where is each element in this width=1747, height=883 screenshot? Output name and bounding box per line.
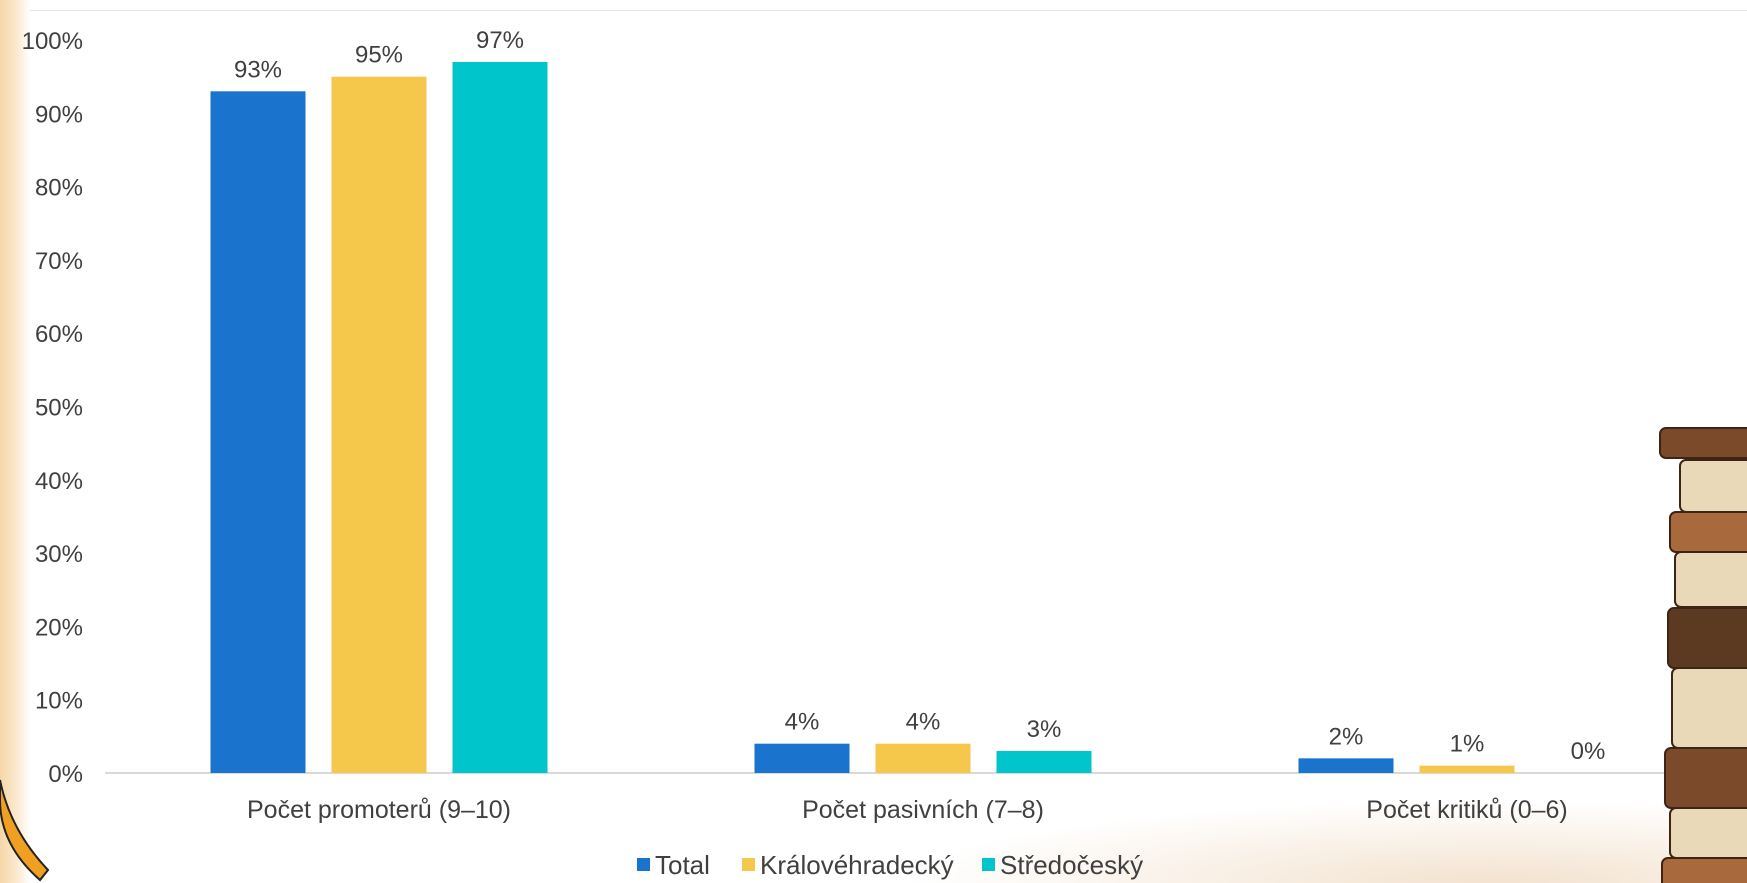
data-label: 1% — [1450, 731, 1485, 758]
data-label: 93% — [234, 56, 282, 83]
y-tick-label: 60% — [35, 321, 83, 348]
book-stack-image — [1674, 551, 1747, 608]
bar — [1298, 758, 1394, 773]
y-tick-label: 100% — [22, 28, 83, 55]
book-stack-image — [1679, 459, 1747, 513]
book-stack-image — [1669, 511, 1747, 553]
data-label: 95% — [355, 42, 403, 69]
data-label: 2% — [1329, 723, 1364, 750]
x-axis: Počet promoterů (9–10) Počet pasivních (7… — [247, 796, 1568, 824]
legend-label: Královéhradecký — [760, 850, 954, 880]
data-label: 4% — [906, 709, 941, 736]
bar — [452, 61, 548, 774]
book-stack-image — [1667, 607, 1747, 669]
bar — [210, 91, 306, 773]
y-tick-label: 80% — [35, 175, 83, 202]
decor-group — [0, 427, 1747, 883]
legend-swatch — [982, 858, 995, 871]
bars-group — [210, 61, 1515, 774]
top-divider — [30, 10, 1747, 11]
x-category-label: Počet promoterů (9–10) — [247, 796, 511, 824]
legend-label: Středočeský — [1000, 850, 1143, 880]
x-category-label: Počet pasivních (7–8) — [802, 796, 1044, 824]
y-tick-label: 40% — [35, 468, 83, 495]
book-stack-image — [1661, 857, 1747, 883]
legend: Total Královéhradecký Středočeský — [637, 850, 1143, 880]
y-tick-label: 20% — [35, 614, 83, 641]
legend-swatch — [637, 858, 650, 871]
book-stack-image — [1669, 807, 1747, 859]
data-label: 97% — [476, 27, 524, 54]
data-label: 4% — [785, 709, 820, 736]
data-label: 3% — [1027, 716, 1062, 743]
bar — [996, 751, 1092, 773]
y-tick-label: 0% — [48, 761, 83, 788]
bar — [331, 76, 427, 773]
legend-label: Total — [655, 850, 710, 880]
y-tick-label: 10% — [35, 688, 83, 715]
data-label: 0% — [1571, 738, 1606, 765]
book-stack-image — [1671, 667, 1747, 749]
background-glow — [900, 800, 1747, 883]
data-labels-group: 93% 95% 97% 4% 4% 3% 2% 1% 0% — [234, 27, 1605, 765]
book-stack-image — [1659, 427, 1747, 459]
y-tick-label: 90% — [35, 101, 83, 128]
y-tick-label: 70% — [35, 248, 83, 275]
x-category-label: Počet kritiků (0–6) — [1366, 796, 1567, 824]
bar — [754, 743, 850, 773]
legend-swatch — [742, 858, 755, 871]
decorative-arc — [0, 779, 50, 882]
bar — [1419, 765, 1515, 773]
y-tick-label: 50% — [35, 395, 83, 422]
bar — [875, 743, 971, 773]
y-tick-label: 30% — [35, 541, 83, 568]
y-axis: 0% 10% 20% 30% 40% 50% 60% 70% 80% 90% 100% — [22, 28, 1747, 788]
book-stack-image — [1664, 747, 1747, 809]
left-decorative-gradient — [0, 0, 30, 883]
